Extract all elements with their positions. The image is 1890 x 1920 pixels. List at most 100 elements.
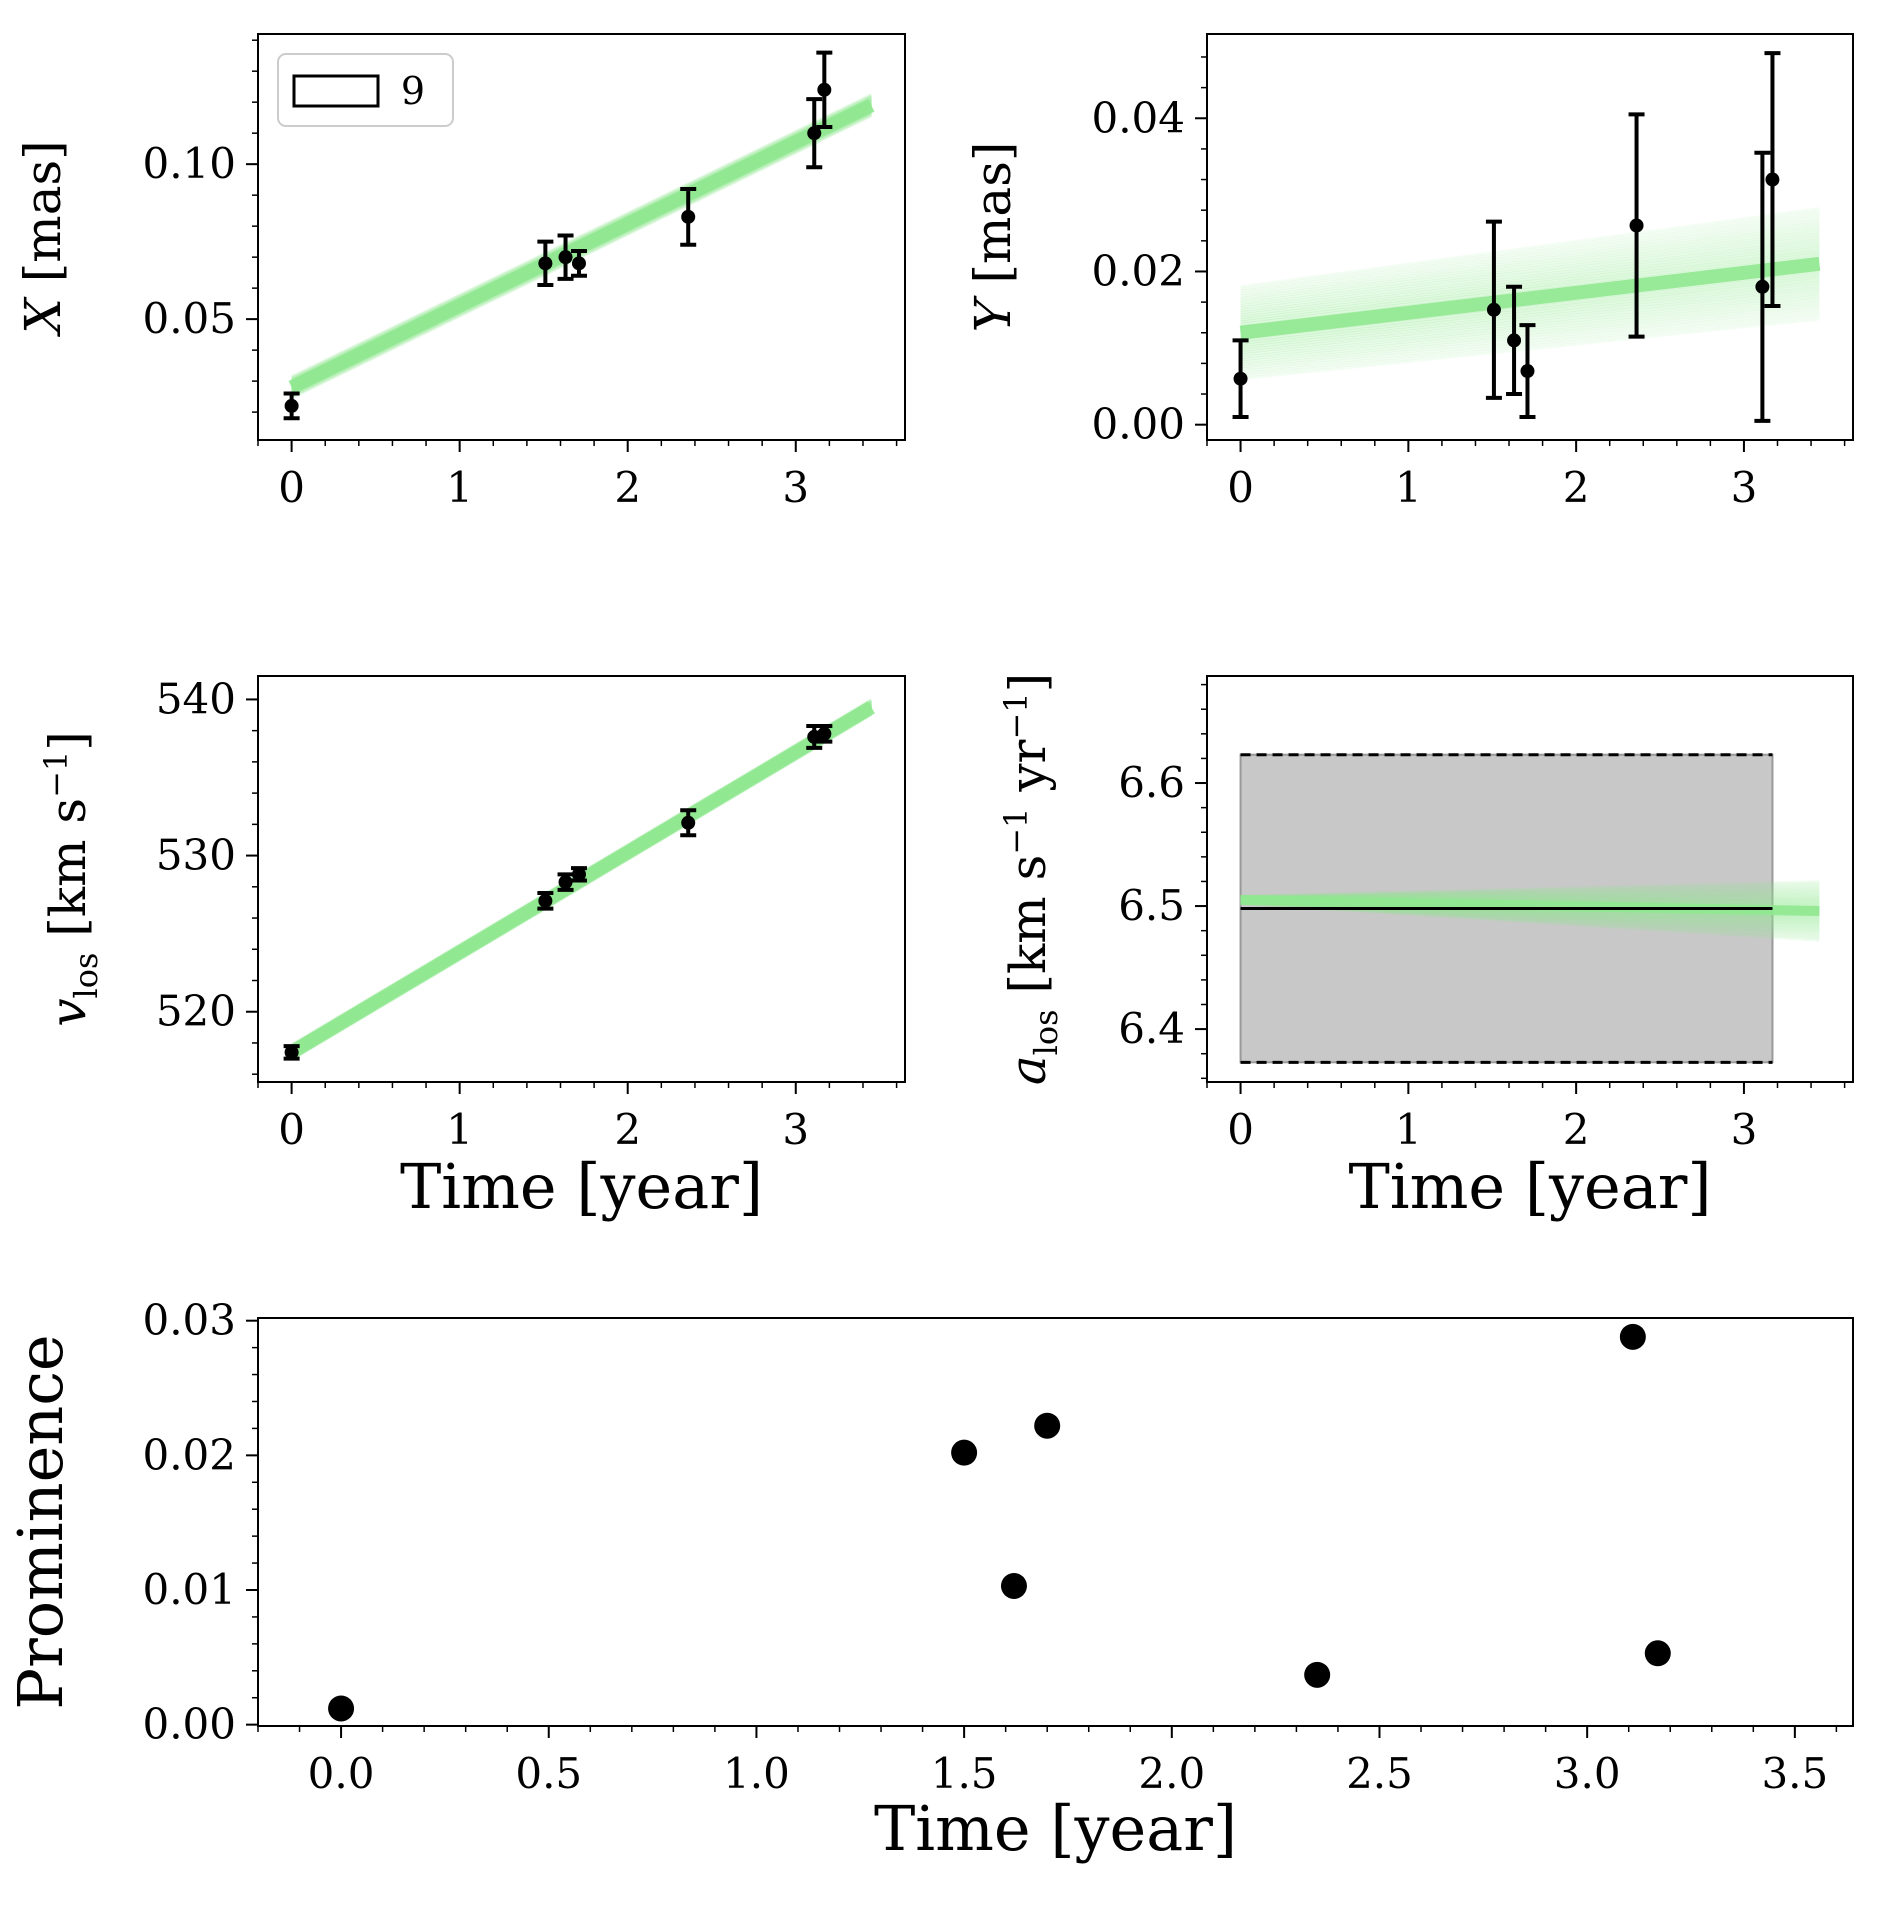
chart-x: 0 1 2 3 0.05 0.10 X [mas] 9 [14,33,906,512]
data-marker [1629,218,1644,233]
axes-frame [257,675,906,1083]
y-axis-label: alos [km s−1 yr−1] [997,673,1065,1085]
x-tick-label: 1.0 [723,1749,790,1798]
data-marker [681,815,696,830]
ylabel-unit: [km s [39,798,97,953]
data-point [1754,150,1771,423]
data-point [1304,1661,1331,1688]
data-marker [1765,172,1780,187]
y-axis-label: X [mas] [14,140,72,337]
data-point [1519,323,1536,420]
data-marker [817,82,832,97]
ylabel-superscript: −1 [997,692,1035,739]
x-tick-label: 1 [1395,1105,1422,1154]
data-marker [571,256,586,271]
data-marker [1755,279,1770,294]
model-line [290,95,873,381]
data-point [816,50,833,129]
model-line [1240,286,1820,355]
ylabel-symbol: Y [964,295,1022,332]
x-tick-label: 0 [278,1105,305,1154]
model-line [290,114,873,399]
model-line [1240,314,1820,378]
x-tick-label: 2 [614,1105,641,1154]
data-marker [284,1045,299,1060]
legend-label: 9 [401,69,425,113]
ylabel-symbol: v [39,999,97,1027]
legend-swatch [292,74,380,108]
x-tick-label: 1.5 [931,1749,998,1798]
ylabel-close: ] [39,731,97,751]
model-line [290,94,873,380]
data-point [283,391,300,421]
y-tick-label: 6.6 [1118,758,1185,807]
model-line [1240,280,1820,350]
data-point [570,866,587,883]
data-point [680,808,697,838]
ylabel-subscript: los [1027,1009,1065,1055]
y-tick-label: 0.04 [1091,93,1185,142]
model-line [1240,207,1820,289]
data-marker [1520,364,1535,379]
data-point [1764,51,1781,308]
plot-area-y [1239,207,1821,381]
x-tick-label: 3.5 [1761,1749,1828,1798]
y-tick-label: 0.01 [142,1565,236,1614]
y-axis-label: vlos [km s−1] [37,731,105,1027]
model-line [1240,221,1820,301]
ylabel-symbol: a [999,1055,1057,1085]
model-line [290,93,873,378]
model-line [1240,209,1820,291]
chart-vlos: 0 1 2 3 520 530 540 vlos [km s−1] Time [year] [37,674,906,1223]
model-line [1240,232,1820,310]
x-tick-label: 2 [614,463,641,512]
model-line [1240,900,1820,932]
y-tick-label: 0.02 [1091,246,1185,295]
y-tick-label: 6.4 [1118,1004,1185,1053]
data-marker [681,209,696,224]
model-core-line [1239,256,1821,340]
ylabel-subscript: los [67,953,105,999]
model-line [1240,879,1820,898]
model-line [1240,306,1820,371]
plot-area-alos [1239,753,1820,1064]
model-line [1240,229,1820,308]
x-tick-label: 0.5 [515,1749,582,1798]
data-point [816,723,833,744]
model-line [1240,238,1820,315]
legend: 9 [277,53,454,127]
data-marker [1644,1640,1671,1667]
model-line [1240,246,1820,322]
data-point [1034,1412,1061,1439]
axes-frame [1206,675,1854,1083]
x-tick-label: 0 [278,463,305,512]
data-marker [328,1695,355,1722]
model-line [1240,277,1820,348]
x-tick-label: 2.5 [1346,1749,1413,1798]
model-line [1240,212,1820,293]
model-line [1240,889,1820,899]
x-tick-label: 2 [1563,463,1590,512]
model-core-line [288,98,875,394]
chart-y: 0 1 2 3 0.00 0.02 0.04 Y [mas] [964,33,1854,512]
data-point [1628,112,1645,339]
y-tick-label: 530 [156,831,236,880]
model-line [290,93,873,379]
model-line [1240,215,1820,296]
model-line [1240,311,1820,376]
data-point [1619,1323,1646,1350]
data-marker [558,250,573,265]
x-axis-label: Time [year] [400,1150,763,1223]
model-line [1240,218,1820,298]
chart-prominence: 0.0 0.5 1.0 1.5 2.0 2.5 3.0 3.5 0.00 0.01 0.02 0.03… [4,1296,1854,1865]
data-point [680,186,697,247]
x-tick-label: 0 [1227,463,1254,512]
data-point [1000,1572,1027,1599]
model-line [1240,881,1820,898]
data-marker [571,867,586,882]
model-line [1240,300,1820,367]
y-tick-label: 6.5 [1118,881,1185,930]
model-line [1240,297,1820,364]
